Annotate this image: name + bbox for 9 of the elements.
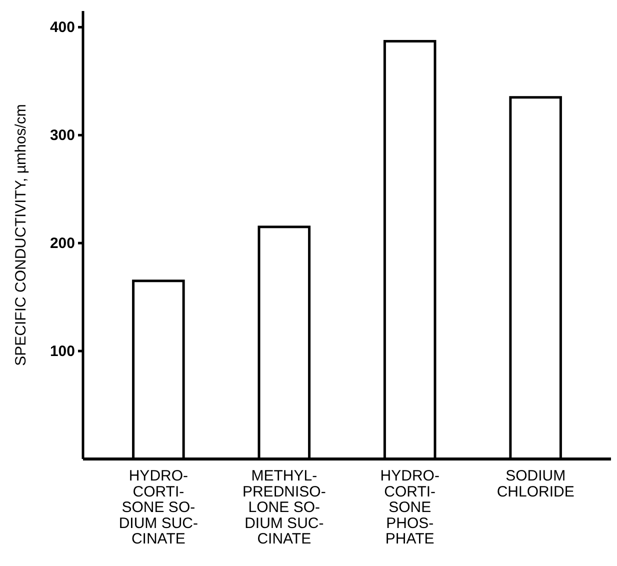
y-tick-label: 400 bbox=[50, 18, 75, 36]
x-tick-label: HYDRO- CORTI- SONE SO- DIUM SUC- CINATE bbox=[118, 468, 198, 548]
x-tick-label: HYDRO- CORTI- SONE PHOS- PHATE bbox=[380, 468, 440, 548]
x-tick-label: SODIUM CHLORIDE bbox=[496, 468, 574, 500]
x-tick-label: METHYL- PREDNISO- LONE SO- DIUM SUC- CINATE bbox=[242, 468, 326, 548]
y-tick-label: 100 bbox=[50, 342, 75, 360]
y-tick-label: 300 bbox=[50, 126, 75, 144]
y-axis-title: SPECIFIC CONDUCTIVITY, µmhos/cm bbox=[12, 104, 30, 366]
y-tick-label: 200 bbox=[50, 234, 75, 252]
